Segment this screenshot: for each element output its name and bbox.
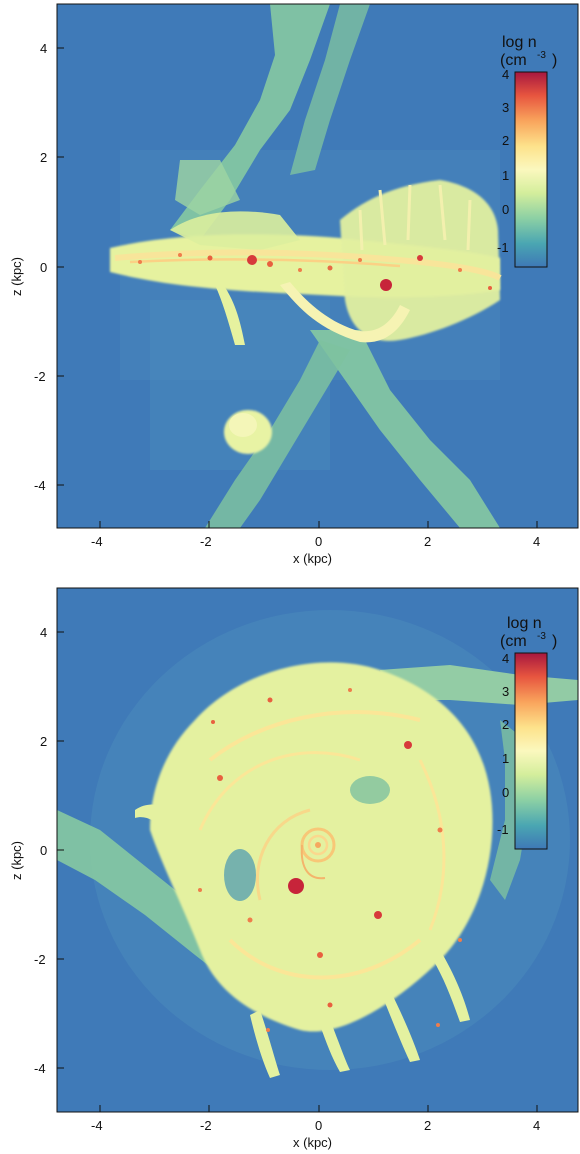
y-axis-label: z (kpc) [9,257,24,296]
x-tick-label: -4 [91,1118,103,1133]
y-tick-label: -4 [34,1061,46,1076]
colorbar-tick: 0 [502,202,509,217]
colorbar-label-main: log n [502,34,537,51]
x-axis-label: x (kpc) [293,1135,332,1150]
central-swirl [300,827,336,880]
x-tick-label: 4 [533,1118,540,1133]
gas-disk-face-on [135,662,493,1078]
axis-ticks [57,47,538,528]
colorbar-label-exp: -3 [537,50,546,61]
colorbar-label-main: log n [507,615,542,632]
y-tick-label: 4 [40,41,47,56]
panel-face-on: log n (cm -3 ) 4 3 2 1 0 -1 -4 -2 0 2 4 [9,587,579,1150]
colorbar-tick: -1 [497,240,509,255]
colorbar-tick: 1 [502,168,509,183]
panel-edge-on: log n (cm -3 ) 4 3 2 1 0 -1 -4 -2 0 2 4 [9,3,579,566]
y-tick-label: -2 [34,369,46,384]
colorbar-tick: 3 [502,100,509,115]
colorbar-label-exp: -3 [537,631,546,642]
colorbar-tick: 4 [502,67,509,82]
x-axis-label: x (kpc) [293,551,332,566]
colorbar-label-close: ) [552,633,557,650]
filament-upper-right [290,4,370,175]
x-tick-label: -2 [200,534,212,549]
colorbar-top: log n (cm -3 ) 4 3 2 1 0 -1 [497,34,557,268]
axis-ticks [57,631,538,1112]
y-tick-label: -4 [34,478,46,493]
x-tick-label: 2 [424,1118,431,1133]
filament-lower-right [310,330,500,528]
y-tick-label: 0 [40,260,47,275]
colorbar-tick: 2 [502,133,509,148]
y-tick-label: 2 [40,734,47,749]
y-tick-label: 2 [40,150,47,165]
density-map [110,4,502,528]
colorbar-gradient [514,71,548,268]
colorbar-gradient [514,652,548,850]
colorbar-tick: 3 [502,684,509,699]
colorbar-tick: 0 [502,785,509,800]
y-tick-label: 4 [40,625,47,640]
axes-frame [56,3,579,529]
gas-disk-edge-on [110,180,502,345]
filament-lower-left [205,340,350,528]
colorbar-label-close: ) [552,52,557,69]
x-tick-label: 2 [424,534,431,549]
x-tick-label: 0 [315,1118,322,1133]
colorbar-tick: 2 [502,717,509,732]
colorbar-tick: 4 [502,651,509,666]
x-tick-label: -2 [200,1118,212,1133]
colorbar-bottom: log n (cm -3 ) 4 3 2 1 0 -1 [497,615,557,850]
colorbar-tick: -1 [497,822,509,837]
x-tick-label: -4 [91,534,103,549]
x-tick-label: 0 [315,534,322,549]
colorbar-label-unit: (cm [500,52,527,69]
y-axis-label: z (kpc) [9,841,24,880]
y-tick-label: 0 [40,843,47,858]
x-tick-label: 4 [533,534,540,549]
colorbar-tick: 1 [502,751,509,766]
dense-knots [138,253,492,291]
colorbar-label-unit: (cm [500,633,527,650]
dense-knots [198,688,462,1032]
y-tick-label: -2 [34,952,46,967]
